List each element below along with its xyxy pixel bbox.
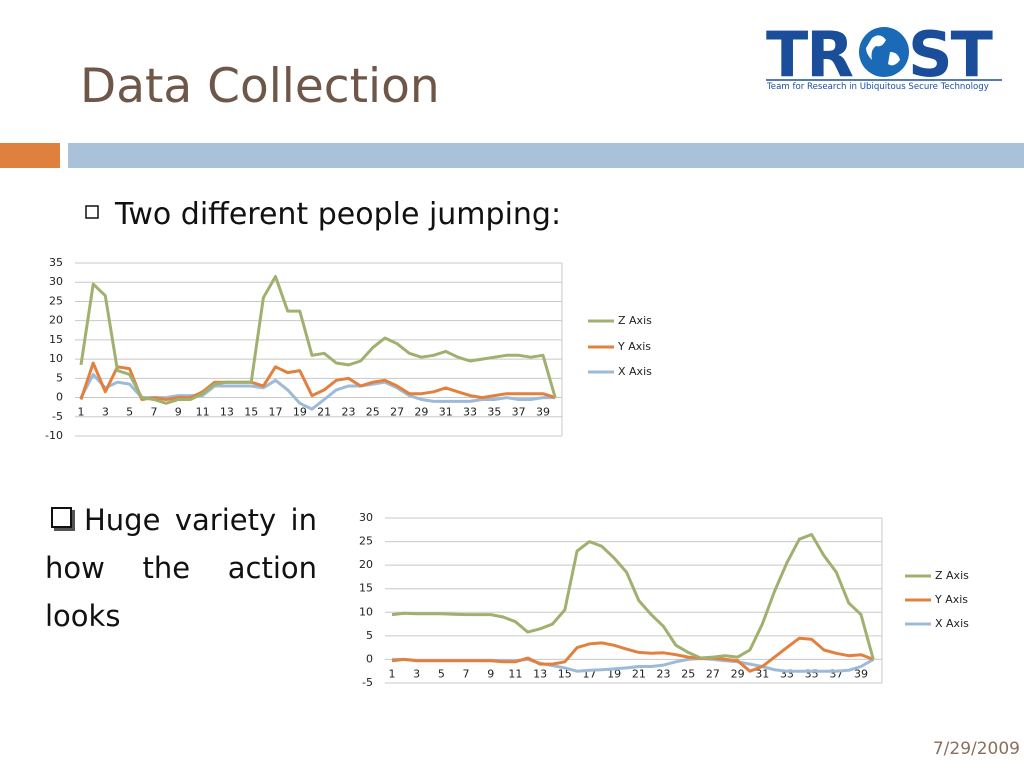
logo-letters: TR (766, 18, 853, 91)
x-tick-label: 19 (607, 667, 621, 680)
x-tick-label: 31 (439, 406, 453, 419)
slide-title: Data Collection (80, 59, 440, 114)
slide-date: 7/29/2009 (933, 739, 1020, 759)
x-tick-label: 9 (487, 667, 494, 680)
y-tick-label: -10 (45, 429, 63, 442)
y-tick-label: 25 (359, 535, 373, 548)
accent-bar (0, 143, 60, 168)
x-tick-label: 15 (244, 406, 258, 419)
header-bar (68, 143, 1024, 168)
y-tick-label: 10 (49, 352, 63, 365)
bullet-text: Two different people jumping: (114, 197, 561, 232)
x-tick-label: 25 (681, 667, 695, 680)
bullet-text: Huge variety in how the action looks (45, 496, 317, 640)
x-tick-label: 27 (390, 406, 404, 419)
x-tick-label: 19 (293, 406, 307, 419)
legend-label: Y Axis (617, 340, 651, 353)
bullet-box (51, 507, 72, 528)
x-tick-label: 9 (175, 406, 182, 419)
logo-globe-land (866, 35, 900, 66)
logo-letters: ST (908, 18, 993, 91)
y-tick-label: 15 (49, 333, 63, 346)
logo: TR ST Team for Research in Ubiquitous Se… (766, 18, 1002, 92)
x-tick-label: 27 (706, 667, 720, 680)
x-tick-label: 11 (508, 667, 522, 680)
data-line (79, 361, 556, 401)
y-tick-label: -5 (362, 676, 373, 689)
y-tick-label: 35 (49, 256, 63, 269)
x-tick-label: 11 (196, 406, 210, 419)
x-tick-label: 15 (558, 667, 572, 680)
legend-label: X Axis (618, 365, 652, 378)
legend-label: X Axis (935, 617, 969, 630)
data-line (79, 275, 557, 405)
y-tick-label: 0 (56, 391, 63, 404)
y-tick-label: 5 (366, 629, 373, 642)
logo-tagline: Team for Research in Ubiquitous Secure T… (766, 82, 989, 92)
x-tick-label: 1 (78, 406, 85, 419)
x-tick-label: 31 (755, 667, 769, 680)
x-tick-label: 1 (389, 667, 396, 680)
data-line (391, 636, 874, 673)
x-tick-label: 25 (366, 406, 380, 419)
y-tick-label: 20 (49, 314, 63, 327)
y-tick-label: 10 (359, 605, 373, 618)
bullet-text-body: Huge variety in how the action looks (45, 503, 317, 633)
x-tick-label: 33 (463, 406, 477, 419)
logo-globe (859, 27, 909, 77)
y-tick-label: -5 (52, 410, 63, 423)
y-tick-label: 30 (49, 275, 63, 288)
legend-label: Z Axis (618, 314, 652, 327)
x-tick-label: 39 (854, 667, 868, 680)
x-tick-label: 13 (533, 667, 547, 680)
x-tick-label: 3 (102, 406, 109, 419)
x-tick-label: 17 (269, 406, 283, 419)
y-tick-label: 25 (49, 294, 63, 307)
y-tick-label: 5 (56, 371, 63, 384)
x-tick-label: 21 (632, 667, 646, 680)
x-tick-label: 3 (413, 667, 420, 680)
y-tick-label: 0 (366, 652, 373, 665)
y-tick-label: 30 (359, 511, 373, 524)
x-tick-label: 35 (487, 406, 501, 419)
x-tick-label: 23 (657, 667, 671, 680)
bullet-box (85, 205, 99, 219)
legend-label: Z Axis (935, 569, 969, 582)
legend-label: Y Axis (934, 593, 968, 606)
x-tick-label: 37 (512, 406, 526, 419)
x-tick-label: 29 (731, 667, 745, 680)
x-tick-label: 5 (438, 667, 445, 680)
x-tick-label: 13 (220, 406, 234, 419)
data-line (391, 533, 875, 660)
x-tick-label: 5 (126, 406, 133, 419)
x-tick-label: 7 (150, 406, 157, 419)
x-tick-label: 7 (463, 667, 470, 680)
x-tick-label: 23 (341, 406, 355, 419)
y-tick-label: 15 (359, 582, 373, 595)
x-tick-label: 35 (805, 667, 819, 680)
x-tick-label: 39 (536, 406, 550, 419)
x-tick-label: 29 (414, 406, 428, 419)
y-tick-label: 20 (359, 558, 373, 571)
x-tick-label: 21 (317, 406, 331, 419)
